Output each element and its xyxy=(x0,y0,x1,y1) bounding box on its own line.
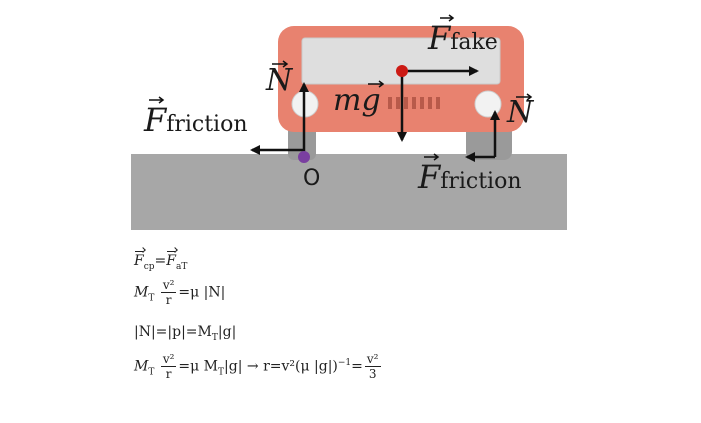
eq2-rhs: =μ |N| xyxy=(178,284,226,301)
friction-left-subscript: friction xyxy=(166,112,248,137)
eq2-mass: M xyxy=(134,284,149,301)
eq3-tail: |g| xyxy=(217,324,237,340)
normal-right-label: N xyxy=(507,95,534,130)
eq4-result-fraction: v² 3 xyxy=(364,352,381,381)
equation-1: Fcp=FaT xyxy=(134,251,188,272)
friction-right-label: Ffriction xyxy=(418,161,522,193)
ground xyxy=(131,154,567,230)
eq2-numerator: v² xyxy=(160,278,177,293)
eq1-rhs-force: F xyxy=(166,251,176,269)
weight-mass-symbol: m xyxy=(333,83,362,118)
fake-force-label: Ffake xyxy=(428,22,498,54)
eq4-denominator: r xyxy=(165,367,172,381)
eq1-lhs-force: F xyxy=(134,251,144,269)
eq3-mass-sub: T xyxy=(211,332,218,343)
friction-right-subscript: friction xyxy=(440,169,522,194)
eq2-mass-sub: T xyxy=(148,293,155,304)
equation-4: MT v² r =μ MT|g| → r=v²(μ |g|)−1= v² 3 xyxy=(134,353,383,380)
center-of-mass-point xyxy=(396,65,408,77)
eq1-rhs-sub: aT xyxy=(175,261,188,272)
eq4-numerator: v² xyxy=(160,352,177,367)
grille xyxy=(388,97,440,109)
label-vector-arrows xyxy=(149,14,533,161)
fake-force-symbol: F xyxy=(428,19,451,57)
eq4-equals: = xyxy=(351,358,363,375)
friction-left-label: Ffriction xyxy=(144,104,248,136)
eq4-mass: M xyxy=(134,358,149,375)
eq4-mass-sub-2: T xyxy=(218,367,225,378)
normal-left-label: N xyxy=(266,63,293,98)
eq4-mid2: |g| → r=v²(μ |g|) xyxy=(224,358,338,375)
right-headlight xyxy=(474,90,502,118)
eq4-result-denominator: 3 xyxy=(368,367,377,381)
eq2-denominator: r xyxy=(165,293,172,307)
point-o-label: O xyxy=(303,166,321,191)
pivot-point xyxy=(298,151,310,163)
friction-left-symbol: F xyxy=(144,101,167,139)
friction-right-symbol: F xyxy=(418,158,441,196)
eq4-fraction: v² r xyxy=(160,352,177,381)
eq4-exponent: −1 xyxy=(337,357,352,368)
eq1-lhs-sub: cp xyxy=(143,261,155,272)
eq4-mid: =μ M xyxy=(178,358,219,375)
equation-2: MT v² r =μ |N| xyxy=(134,279,225,306)
eq4-mass-sub: T xyxy=(148,367,155,378)
weight-g-symbol: g xyxy=(361,83,381,118)
eq1-equals: = xyxy=(154,253,167,269)
eq3-body: |N|=|p|=M xyxy=(134,324,212,340)
eq2-fraction: v² r xyxy=(160,278,177,307)
equation-3: |N|=|p|=MT|g| xyxy=(134,325,236,343)
eq4-result-numerator: v² xyxy=(364,352,381,367)
weight-label: mg xyxy=(333,86,381,116)
fake-force-subscript: fake xyxy=(450,30,498,55)
